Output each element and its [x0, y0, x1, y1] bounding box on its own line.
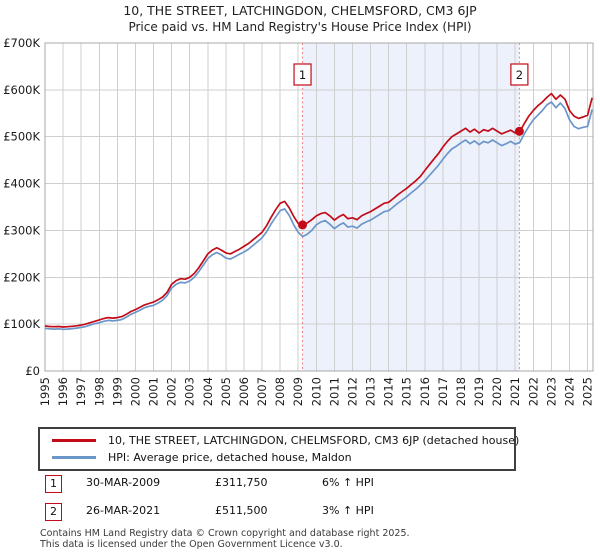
- x-axis-tick-label: 2025: [581, 377, 595, 406]
- x-axis-tick-label: 1999: [110, 377, 124, 406]
- x-axis-tick-label: 2006: [237, 377, 251, 406]
- x-axis-tick-label: 2001: [147, 377, 161, 406]
- x-axis-tick-label: 2005: [219, 377, 233, 406]
- legend-label-property: 10, THE STREET, LATCHINGDON, CHELMSFORD,…: [108, 433, 520, 447]
- y-axis-tick-label: £200K: [3, 270, 40, 284]
- x-axis-tick-label: 2009: [291, 377, 305, 406]
- x-axis-tick-label: 2007: [255, 377, 269, 406]
- x-axis-tick-label: 2019: [472, 377, 486, 406]
- property-line-swatch: [52, 438, 96, 442]
- attribution-footer: Contains HM Land Registry data © Crown c…: [40, 528, 410, 550]
- ownership-period-band: [302, 43, 520, 371]
- transaction-2-marker-badge: 2: [45, 503, 62, 521]
- x-axis-tick-label: 1998: [92, 377, 106, 406]
- x-axis-tick-label: 2010: [309, 377, 323, 406]
- x-axis-tick-label: 2011: [327, 377, 341, 406]
- x-axis-tick-label: 2021: [508, 377, 522, 406]
- y-axis-tick-label: £500K: [3, 130, 40, 144]
- y-axis-tick-label: £600K: [3, 83, 40, 97]
- transaction-row-2: 2 26-MAR-2021 £511,500 3% ↑ HPI: [0, 503, 600, 521]
- y-axis-tick-label: £400K: [3, 177, 40, 191]
- transaction-1-price: £311,750: [215, 476, 268, 489]
- x-axis-tick-label: 2008: [273, 377, 287, 406]
- sale-annotation-box-2: [510, 63, 529, 86]
- x-axis-tick-label: 2018: [454, 377, 468, 406]
- x-axis-tick-label: 2014: [382, 377, 396, 406]
- y-axis-tick-label: £0: [25, 364, 40, 378]
- legend-label-hpi: HPI: Average price, detached house, Mald…: [108, 451, 352, 465]
- transaction-row-1: 1 30-MAR-2009 £311,750 6% ↑ HPI: [0, 475, 600, 493]
- y-axis-tick-label: £700K: [3, 36, 40, 50]
- x-axis-tick-label: 2016: [418, 377, 432, 406]
- y-axis-tick-label: £300K: [3, 223, 40, 237]
- legend-item-hpi: HPI: Average price, detached house, Mald…: [40, 451, 514, 464]
- sale-marker-dot-2: [514, 126, 524, 136]
- x-axis-tick-label: 2002: [165, 377, 179, 406]
- sale-annotation-number-2: 2: [516, 68, 523, 82]
- x-axis-tick-label: 2015: [400, 377, 414, 406]
- price-history-chart: 1 2 £0 £100K £200K £300K £400K £500K £600K £700K 1…: [3, 36, 595, 406]
- legend-item-property: 10, THE STREET, LATCHINGDON, CHELMSFORD,…: [40, 434, 519, 447]
- x-axis-tick-label: 2023: [544, 377, 558, 406]
- x-axis-tick-label: 2024: [562, 377, 576, 406]
- x-axis-tick-label: 1995: [38, 377, 52, 406]
- transaction-2-price: £511,500: [215, 504, 268, 517]
- transaction-2-date: 26-MAR-2021: [86, 504, 161, 517]
- y-axis-tick-label: £100K: [3, 317, 40, 331]
- x-axis-tick-label: 2012: [345, 377, 359, 406]
- attribution-line-1: Contains HM Land Registry data © Crown c…: [40, 528, 410, 539]
- x-axis-tick-label: 2000: [128, 377, 142, 406]
- sale-annotation-box-1: [293, 63, 312, 86]
- transaction-1-date: 30-MAR-2009: [86, 476, 161, 489]
- x-axis-tick-label: 2020: [490, 377, 504, 406]
- attribution-line-2: This data is licensed under the Open Gov…: [40, 538, 343, 550]
- x-axis-tick-label: 1997: [74, 377, 88, 406]
- chart-legend: 10, THE STREET, LATCHINGDON, CHELMSFORD,…: [38, 427, 519, 471]
- x-axis-tick-label: 2017: [436, 377, 450, 406]
- transaction-2-hpi-delta: 3% ↑ HPI: [322, 504, 374, 517]
- hpi-line-swatch: [52, 456, 96, 460]
- property-line: [44, 92, 593, 328]
- page-title: 10, THE STREET, LATCHINGDON, CHELMSFORD,…: [123, 3, 477, 18]
- plot-border: [44, 42, 594, 372]
- sale-marker-dot-1: [298, 220, 308, 230]
- transaction-1-marker-badge: 1: [45, 475, 62, 493]
- x-axis-tick-label: 2004: [201, 377, 215, 406]
- x-axis-tick-label: 2022: [526, 377, 540, 406]
- x-axis-tick-label: 2013: [364, 377, 378, 406]
- page-subtitle: Price paid vs. HM Land Registry's House …: [128, 20, 472, 34]
- hpi-line: [44, 101, 593, 331]
- x-axis-tick-label: 2003: [183, 377, 197, 406]
- transaction-1-hpi-delta: 6% ↑ HPI: [322, 476, 374, 489]
- sale-annotation-number-1: 1: [299, 68, 306, 82]
- x-axis-tick-label: 1996: [56, 377, 70, 406]
